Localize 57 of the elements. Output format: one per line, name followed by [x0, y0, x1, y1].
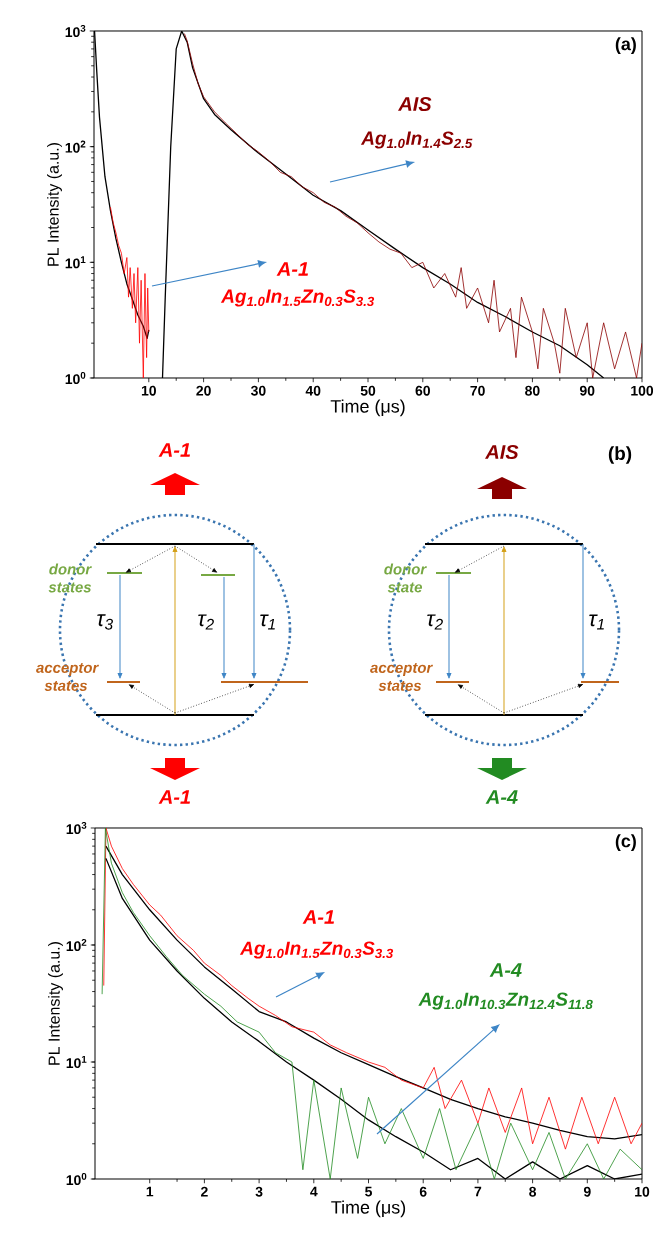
- text: τ$_{1}$: [260, 614, 275, 630]
- x-tick-label: 10: [635, 1186, 650, 1197]
- text: A-1: [158, 790, 190, 804]
- x-axis-title: Time (μs): [330, 399, 405, 417]
- annotation: Ag$_{1.0}$In$_{10.3}$Zn$_{12.4}$S$_{11.8}$: [418, 992, 593, 1010]
- x-tick-label: 20: [196, 385, 211, 396]
- text: τ$_{2}$: [427, 614, 443, 630]
- text: A-4: [489, 963, 522, 977]
- x-tick-label: 4: [310, 1186, 318, 1197]
- x-tick-label: 40: [305, 385, 321, 396]
- x-tick-label: 80: [525, 385, 540, 396]
- text: A-4: [485, 790, 518, 804]
- annotation: Ag$_{1.0}$In$_{1.4}$S$_{2.5}$: [360, 131, 473, 149]
- x-axis-title: Time (μs): [331, 1200, 406, 1218]
- text: τ$_{3}$: [97, 614, 113, 630]
- x-tick-label: 10: [141, 385, 156, 396]
- text: acceptor states: [36, 663, 99, 691]
- y-tick-label: 10$^{0}$: [66, 1172, 87, 1186]
- text: AIS: [397, 96, 432, 112]
- annotation: Ag$_{1.0}$In$_{1.5}$Zn$_{0.3}$S$_{3.3}$: [239, 941, 394, 959]
- x-tick-label: 2: [201, 1186, 208, 1197]
- y-tick-label: 10$^{3}$: [66, 821, 87, 835]
- text: donor state: [384, 563, 427, 593]
- text: τ$_{2}$: [198, 614, 214, 630]
- text: (b): [608, 446, 632, 464]
- annotation: (a): [615, 37, 636, 54]
- y-axis-title: PL Intensity (a.u.): [48, 942, 63, 1065]
- y-tick-label: 10$^{3}$: [65, 24, 86, 38]
- y-tick-label: 10$^{0}$: [65, 371, 86, 385]
- x-tick-label: 100: [631, 385, 653, 396]
- text: τ$_{1}$: [589, 614, 604, 630]
- y-tick-label: 10$^{2}$: [66, 938, 87, 952]
- x-tick-label: 70: [470, 385, 485, 396]
- x-tick-label: 30: [250, 385, 266, 396]
- y-axis-title: PL Intensity (a.u.): [47, 143, 62, 266]
- y-tick-label: 10$^{1}$: [66, 1055, 87, 1069]
- text: A-1: [158, 443, 190, 457]
- x-tick-label: 9: [583, 1186, 591, 1197]
- annotation: Ag$_{1.0}$In$_{1.5}$Zn$_{0.3}$S$_{3.3}$: [220, 289, 375, 307]
- text: AIS: [484, 444, 519, 460]
- annotation: (c): [615, 834, 636, 851]
- line-series: [110, 206, 150, 378]
- y-tick-label: 10$^{1}$: [65, 256, 86, 269]
- x-tick-label: 50: [360, 385, 376, 396]
- y-tick-label: 10$^{2}$: [65, 140, 86, 153]
- text: acceptor states: [370, 663, 433, 691]
- text: donor states: [48, 563, 92, 593]
- x-tick-label: 90: [579, 385, 595, 396]
- x-tick-label: 1: [146, 1186, 154, 1197]
- x-tick-label: 60: [415, 385, 430, 396]
- x-tick-label: 3: [255, 1186, 263, 1197]
- x-tick-label: 5: [365, 1186, 372, 1197]
- x-tick-label: 8: [529, 1186, 537, 1197]
- x-tick-label: 6: [419, 1186, 427, 1197]
- text: A-1: [302, 910, 334, 924]
- x-tick-label: 7: [474, 1186, 482, 1197]
- text: A-1: [276, 262, 308, 276]
